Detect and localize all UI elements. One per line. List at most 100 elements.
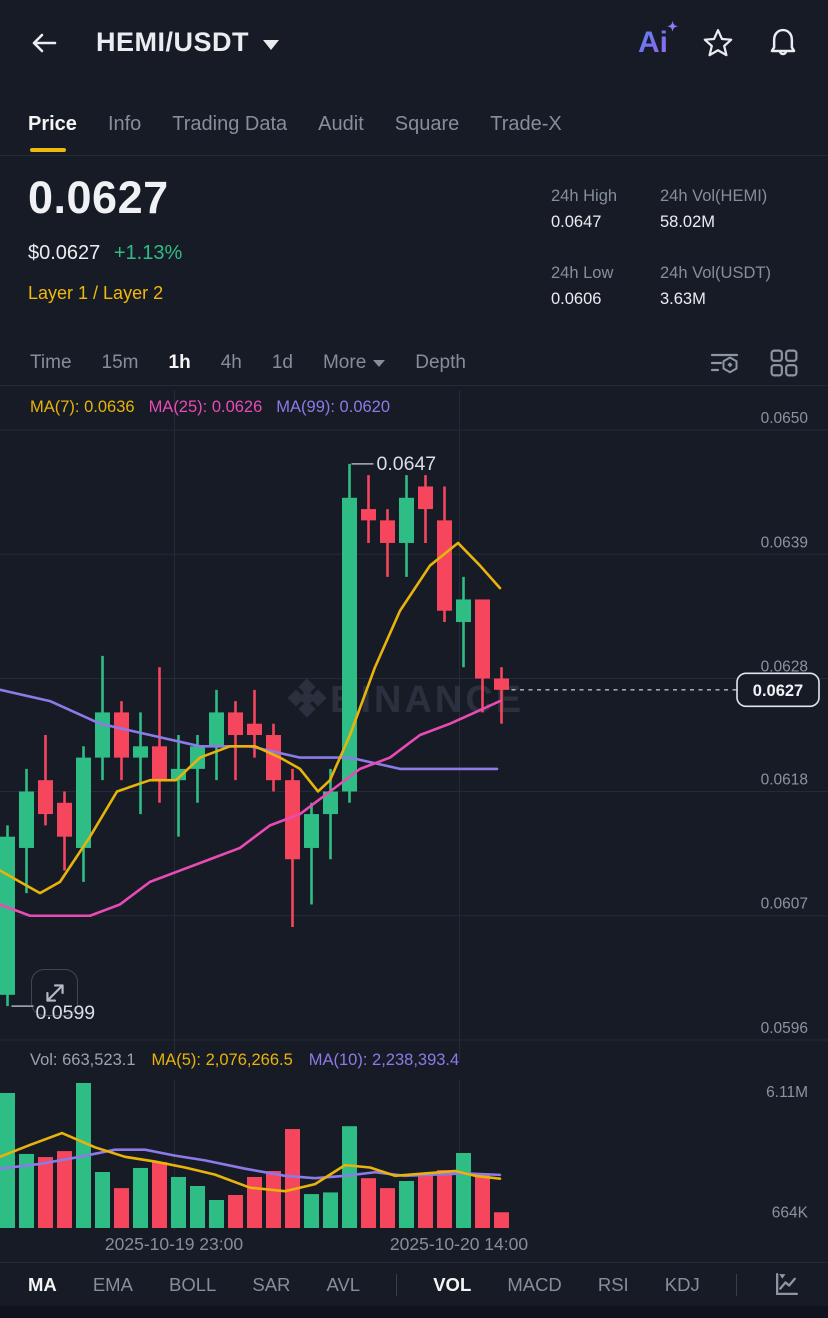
volume-bar — [190, 1185, 205, 1228]
stat-label: 24h High — [551, 187, 618, 205]
vol-ma5-line — [0, 1131, 502, 1193]
ma7-line — [0, 541, 502, 895]
ma25-line — [0, 699, 502, 918]
tf-1d[interactable]: 1d — [271, 351, 293, 373]
volume-bar — [209, 1199, 224, 1228]
volume-bar — [418, 1175, 433, 1228]
volume-bar — [95, 1171, 110, 1228]
x-axis: 2025-10-19 23:00 2025-10-20 14:00 — [0, 1230, 828, 1262]
ma25-label: MA(25): 0.0626 — [148, 398, 263, 416]
stat-value: 0.0606 — [551, 290, 602, 309]
tf-time[interactable]: Time — [30, 351, 72, 373]
notifications-button[interactable] — [768, 27, 798, 59]
indicator-macd[interactable]: MACD — [507, 1273, 562, 1295]
vol-ma10-line — [0, 1148, 502, 1180]
indicator-avl[interactable]: AVL — [326, 1273, 361, 1295]
stat-value: 58.02M — [660, 213, 716, 232]
chart-expand-button[interactable] — [31, 969, 78, 1016]
tab-info[interactable]: Info — [107, 113, 142, 135]
indicator-ema[interactable]: EMA — [92, 1273, 133, 1295]
indicator-vol[interactable]: VOL — [433, 1273, 472, 1295]
volume-label: Vol: 663,523.1 — [30, 1051, 136, 1069]
stat-label: 24h Low — [551, 263, 614, 282]
volume-bar — [494, 1212, 509, 1228]
stat-label: 24h Vol(HEMI) — [660, 187, 768, 205]
candle-body — [152, 746, 167, 781]
high-marker-label: 0.0647 — [377, 453, 437, 475]
tf-more[interactable]: More — [322, 351, 386, 374]
candle-body — [342, 497, 357, 792]
stat-high: 24h High 0.0647 — [551, 183, 658, 236]
stat-value: 0.0647 — [551, 213, 602, 232]
tab-trading-data[interactable]: Trading Data — [172, 113, 288, 135]
indicator-boll[interactable]: BOLL — [169, 1273, 217, 1295]
candle-body — [247, 723, 262, 735]
tf-1h[interactable]: 1h — [168, 351, 191, 373]
candle-body — [437, 520, 452, 611]
stat-vol-base: 24h Vol(HEMI) 58.02M — [660, 183, 771, 236]
tf-more-label: More — [322, 351, 367, 373]
candle-body — [361, 509, 376, 521]
y-axis-label: 0.0618 — [761, 771, 808, 788]
candle-body — [19, 791, 34, 848]
price-change-percent: +1.13% — [113, 242, 183, 264]
pair-selector[interactable]: HEMI/USDT — [96, 27, 279, 58]
favorite-button[interactable] — [702, 27, 734, 59]
y-axis-label: 0.0628 — [761, 659, 808, 676]
layout-grid-button[interactable] — [770, 349, 798, 377]
candle-body — [475, 599, 490, 679]
volume-bar — [171, 1176, 186, 1228]
y-axis-label: 0.0607 — [761, 896, 808, 913]
candle-body — [114, 712, 129, 758]
tab-square[interactable]: Square — [394, 113, 460, 135]
tf-depth[interactable]: Depth — [415, 351, 466, 373]
candle-body — [418, 486, 433, 510]
candle-body — [285, 780, 300, 860]
volume-bar — [399, 1181, 414, 1228]
indicator-settings-button[interactable] — [710, 350, 740, 376]
candle-body — [171, 768, 186, 781]
indicator-sar[interactable]: SAR — [252, 1273, 291, 1295]
tf-4h[interactable]: 4h — [220, 351, 242, 373]
volume-bar — [57, 1151, 72, 1228]
price-chart-svg[interactable]: BINANCE 0.0650 0.0639 0.0628 0.0618 0.0607 0.0… — [0, 390, 828, 1060]
indicator-rsi[interactable]: RSI — [597, 1273, 629, 1295]
tab-trade-x[interactable]: Trade-X — [490, 113, 562, 135]
header-actions: Ai ✦ — [638, 18, 798, 59]
volume-bar — [19, 1153, 34, 1228]
candle-body — [456, 599, 471, 623]
volume-bar — [247, 1176, 262, 1228]
volume-overlay-labels: Vol: 663,523.1 MA(5): 2,076,266.5 MA(10)… — [30, 1051, 459, 1070]
volume-bar — [342, 1126, 357, 1228]
last-price: 0.0627 — [28, 172, 169, 223]
indicator-kdj[interactable]: KDJ — [664, 1273, 700, 1295]
back-arrow-icon — [32, 33, 57, 52]
back-button[interactable] — [30, 29, 60, 57]
volume-chart-svg[interactable]: 6.11M 664K — [0, 1080, 828, 1230]
usd-price: $0.0627 — [28, 242, 101, 264]
candle-body — [76, 757, 91, 848]
candle-body — [228, 712, 243, 735]
volume-bar — [228, 1195, 243, 1228]
category-tag[interactable]: Layer 1 / Layer 2 — [28, 283, 164, 303]
indicator-ma[interactable]: MA — [28, 1273, 57, 1295]
custom-indicator-button[interactable] — [773, 1271, 800, 1298]
current-price-badge[interactable] — [736, 672, 820, 708]
volume-bar — [38, 1157, 53, 1228]
grid-icon — [770, 349, 798, 376]
stat-label: 24h Vol(USDT) — [660, 263, 771, 282]
ai-assistant-button[interactable]: Ai ✦ — [638, 18, 678, 59]
candle-body — [323, 791, 338, 815]
tf-15m[interactable]: 15m — [101, 351, 139, 373]
volume-bar — [266, 1171, 281, 1228]
expand-icon — [45, 983, 64, 1002]
candle-body — [494, 678, 509, 690]
volume-bar — [152, 1162, 167, 1228]
divider — [396, 1273, 398, 1296]
tab-price[interactable]: Price — [28, 113, 77, 152]
candle-body — [95, 712, 110, 758]
tab-audit[interactable]: Audit — [318, 113, 364, 135]
volume-bar — [361, 1178, 376, 1228]
toolbar-icons — [710, 349, 798, 377]
volume-bar — [133, 1167, 148, 1228]
